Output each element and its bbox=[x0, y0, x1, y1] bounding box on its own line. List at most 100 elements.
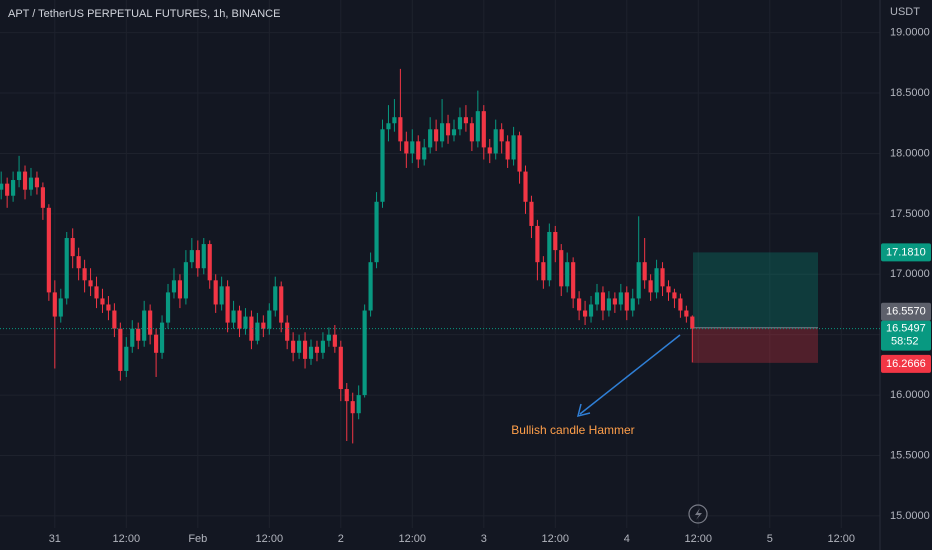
candle-body bbox=[630, 298, 635, 311]
y-tick-label: 19.0000 bbox=[890, 27, 930, 39]
candle-body bbox=[195, 250, 200, 269]
candle-body bbox=[5, 183, 10, 196]
candle-body bbox=[46, 207, 51, 293]
candle-body bbox=[672, 292, 677, 299]
candle-body bbox=[660, 268, 665, 287]
candle-body bbox=[434, 129, 439, 142]
candle-body bbox=[267, 310, 272, 329]
candle-body bbox=[148, 310, 153, 335]
candle-body bbox=[326, 334, 331, 341]
last-price-tag-bg bbox=[881, 320, 931, 351]
candle-body bbox=[231, 310, 236, 323]
replay-icon-bolt bbox=[695, 508, 702, 520]
candle-body bbox=[338, 346, 343, 390]
position-tool bbox=[693, 252, 818, 363]
candle-body bbox=[606, 298, 611, 311]
candle-body bbox=[16, 171, 22, 181]
candle-body bbox=[70, 238, 75, 257]
stop-tag-bg bbox=[881, 354, 931, 373]
candle-body bbox=[380, 129, 385, 202]
candle-body bbox=[410, 141, 415, 154]
candle-body bbox=[499, 129, 504, 142]
x-tick-label: 4 bbox=[624, 533, 630, 545]
candle-body bbox=[243, 316, 248, 329]
candle-body bbox=[547, 231, 552, 281]
loss-zone bbox=[693, 327, 818, 363]
candle-body bbox=[386, 123, 391, 130]
candle-body bbox=[559, 250, 564, 287]
candle-body bbox=[100, 298, 105, 305]
candle-body bbox=[106, 304, 111, 311]
candle-body bbox=[469, 123, 474, 142]
candle-body bbox=[612, 298, 617, 305]
candle-body bbox=[314, 346, 320, 353]
x-tick-label: 12:00 bbox=[399, 533, 427, 545]
y-tick-label: 18.0000 bbox=[890, 147, 930, 159]
candle-body bbox=[577, 298, 582, 311]
candle-body bbox=[34, 177, 40, 188]
candle-body bbox=[285, 322, 290, 341]
chart-title: APT / TetherUS PERPETUAL FUTURES, 1h, BI… bbox=[8, 8, 280, 20]
candle-body bbox=[64, 238, 69, 299]
candle-body bbox=[189, 250, 194, 263]
candle-body bbox=[594, 292, 600, 305]
candle-body bbox=[219, 286, 224, 305]
candle-body bbox=[261, 322, 266, 329]
y-tick-label: 16.0000 bbox=[890, 389, 930, 401]
arrow-head bbox=[576, 403, 591, 418]
candle-body bbox=[648, 280, 653, 293]
y-tick-label: 15.0000 bbox=[890, 510, 930, 522]
candle-body bbox=[112, 310, 117, 329]
candle-body bbox=[624, 292, 629, 311]
candle-body bbox=[642, 262, 647, 281]
candle-body bbox=[273, 286, 278, 311]
candle-body bbox=[237, 310, 242, 329]
candle-body bbox=[511, 135, 516, 160]
candle-body bbox=[463, 117, 469, 124]
candle-body bbox=[225, 286, 230, 323]
candle-body bbox=[481, 111, 486, 148]
candle-body bbox=[154, 334, 159, 353]
x-tick-label: Feb bbox=[188, 533, 207, 545]
y-tick-label: 15.5000 bbox=[890, 449, 930, 461]
candle-body bbox=[487, 147, 492, 154]
y-tick-label: 17.0000 bbox=[890, 268, 930, 280]
candle-body bbox=[249, 316, 254, 341]
candle-body bbox=[142, 310, 147, 341]
candle-body bbox=[356, 395, 361, 414]
candle-body bbox=[666, 286, 671, 293]
candle-body bbox=[392, 117, 397, 124]
candle-body bbox=[475, 111, 480, 142]
candle-body bbox=[422, 147, 427, 160]
candle-body bbox=[618, 292, 623, 305]
x-tick-label: 5 bbox=[767, 533, 773, 545]
candle-body bbox=[654, 268, 659, 293]
candle-body bbox=[130, 328, 135, 347]
x-tick-label: 12:00 bbox=[685, 533, 713, 545]
candle-body bbox=[165, 292, 171, 323]
candle-body bbox=[493, 129, 498, 154]
candle-body bbox=[505, 141, 510, 160]
candle-body bbox=[82, 268, 87, 281]
candle-body bbox=[136, 328, 141, 341]
x-tick-label: 31 bbox=[49, 533, 61, 545]
candle-body bbox=[88, 280, 93, 287]
replay-icon[interactable] bbox=[688, 504, 708, 524]
candle-body bbox=[177, 280, 183, 299]
entry-tag-bg bbox=[881, 302, 931, 321]
candle-body bbox=[118, 328, 123, 371]
candle-body bbox=[523, 171, 528, 202]
candle-body bbox=[279, 286, 284, 323]
candle-body bbox=[600, 292, 606, 311]
candle-body bbox=[94, 286, 99, 299]
x-tick-label: 2 bbox=[338, 533, 344, 545]
candle-body bbox=[535, 225, 540, 263]
candle-body bbox=[0, 183, 4, 190]
candle-body bbox=[207, 244, 212, 281]
candle-body bbox=[291, 340, 296, 353]
candle-body bbox=[374, 201, 379, 263]
candle-body bbox=[416, 141, 421, 160]
x-tick-label: 12:00 bbox=[256, 533, 284, 545]
candle-body bbox=[517, 135, 522, 172]
candle-body bbox=[11, 180, 16, 196]
